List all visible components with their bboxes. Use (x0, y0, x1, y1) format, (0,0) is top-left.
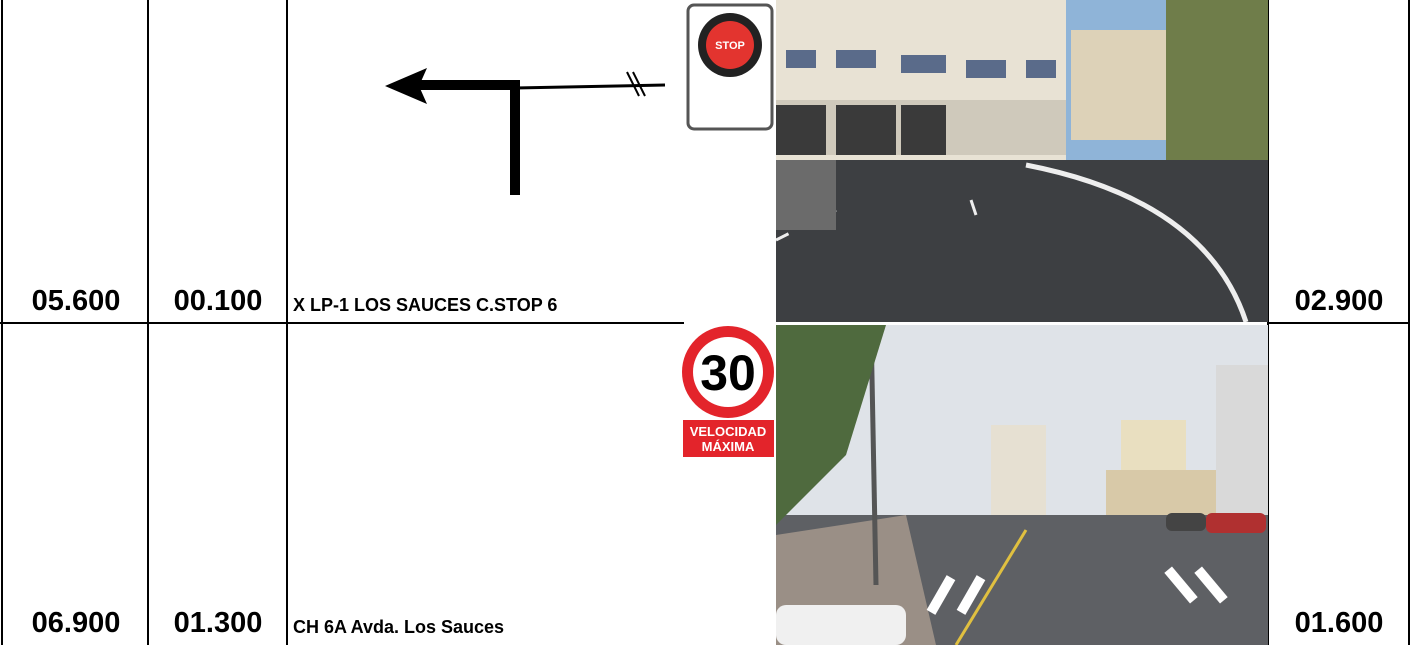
border (0, 322, 684, 324)
sign-caption: VELOCIDAD (690, 424, 767, 439)
border (1267, 322, 1410, 324)
sign-text: 30 (700, 345, 756, 401)
road-mark (626, 71, 640, 97)
description: X LP-1 LOS SAUCES C.STOP 6 (293, 295, 558, 315)
photo (776, 0, 1268, 322)
total-distance: 05.600 (31, 285, 121, 317)
description: CH 6A Avda. Los Sauces (293, 617, 505, 637)
partial-distance: 01.300 (173, 607, 263, 639)
photo (776, 325, 1268, 645)
crossing-road (514, 83, 666, 90)
partial-distance: 00.100 (173, 285, 263, 317)
sign-caption: MÁXIMA (702, 439, 755, 454)
stop-sign: STOP (686, 3, 774, 131)
speed-sign: 30 VELOCIDAD MÁXIMA (682, 326, 774, 457)
remaining-distance: 02.900 (1294, 285, 1384, 317)
route-diagram (385, 68, 666, 195)
arrow-head (385, 68, 427, 104)
total-distance: 06.900 (31, 607, 121, 639)
sign-text: STOP (715, 40, 745, 52)
route-arrow (405, 80, 520, 195)
road-mark (632, 71, 646, 97)
remaining-distance: 01.600 (1294, 607, 1384, 639)
